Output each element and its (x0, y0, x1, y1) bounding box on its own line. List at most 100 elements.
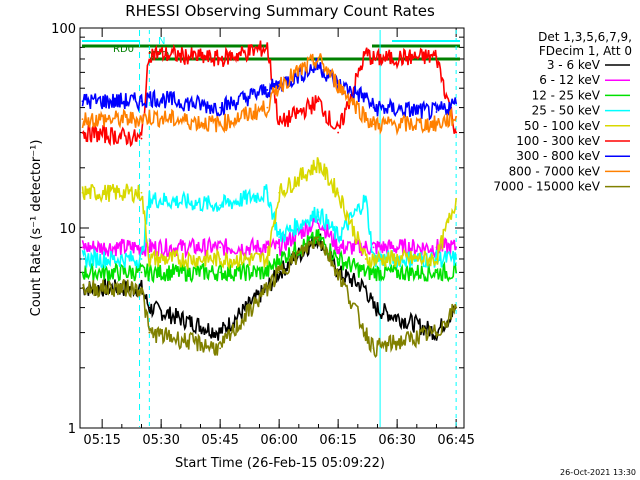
x-axis-label: Start Time (26-Feb-15 05:09:22) (175, 456, 385, 471)
data-point (81, 100, 84, 103)
data-point (455, 306, 458, 309)
legend-entry-label: 12 - 25 keV (532, 88, 601, 102)
data-point (317, 162, 320, 165)
x-tick-label: 05:15 (83, 433, 120, 448)
data-point (278, 191, 281, 194)
timestamp-label: 26-Oct-2021 13:30 (560, 468, 636, 477)
data-point (140, 271, 143, 274)
data-point (372, 306, 375, 309)
data-point (148, 306, 151, 309)
legend-entry-label: 3 - 6 keV (547, 58, 601, 72)
x-tick-label: 05:45 (201, 433, 238, 448)
data-point (364, 258, 367, 260)
data-point (148, 258, 151, 260)
data-point (337, 83, 340, 86)
legend: Det 1,3,5,6,7,9,FDecim 1, Att 03 - 6 keV… (493, 30, 632, 194)
legend-entry-label: 100 - 300 keV (516, 134, 600, 148)
data-point (372, 58, 375, 60)
data-point (278, 83, 281, 86)
legend-entry-label: 6 - 12 keV (539, 73, 601, 87)
data-point (455, 271, 458, 274)
series-7 (81, 53, 458, 136)
data-point (337, 246, 340, 249)
flag-label-n: N (158, 36, 165, 47)
data-point (337, 271, 340, 274)
data-point (81, 131, 84, 134)
data-point (148, 96, 151, 99)
data-point (372, 271, 375, 274)
data-point (148, 115, 151, 118)
data-point (435, 246, 438, 249)
data-point (317, 100, 320, 103)
data-point (148, 331, 151, 334)
data-point (266, 46, 269, 49)
data-point (372, 347, 375, 350)
data-point (266, 287, 269, 290)
series-5 (81, 40, 458, 148)
data-point (278, 123, 281, 126)
data-point (364, 197, 367, 200)
data-point (372, 123, 375, 126)
data-point (317, 58, 320, 60)
series-line (81, 233, 457, 342)
data-point (81, 271, 84, 274)
data-point (81, 287, 84, 290)
data-point (317, 64, 320, 67)
data-point (278, 258, 281, 260)
series-layer (81, 40, 458, 358)
series-line (82, 236, 457, 358)
series-line (81, 229, 457, 284)
data-point (317, 211, 320, 214)
data-point (266, 89, 269, 91)
data-point (81, 246, 84, 249)
data-point (364, 287, 367, 290)
legend-entry-label: 25 - 50 keV (532, 104, 601, 118)
data-point (219, 271, 222, 274)
data-point (148, 52, 151, 54)
data-point (278, 271, 281, 274)
data-point (219, 58, 222, 60)
data-point (81, 191, 84, 194)
x-axis: 05:15 05:30 05:45 06:00 06:15 06:30 06:45 (83, 28, 475, 448)
data-point (266, 106, 269, 109)
flag-label-npd: NPD (148, 50, 170, 61)
data-point (364, 271, 367, 274)
data-point (140, 258, 143, 260)
data-point (435, 55, 438, 58)
chart-title: RHESSI Observing Summary Count Rates (125, 2, 435, 20)
data-point (455, 197, 458, 200)
y-axis: 1 10 100 (51, 22, 464, 437)
data-point (81, 258, 84, 260)
data-point (372, 106, 375, 109)
data-point (219, 258, 222, 260)
data-point (337, 131, 340, 134)
data-point (337, 236, 340, 239)
data-point (317, 236, 320, 239)
series-line (81, 53, 457, 136)
data-point (364, 331, 367, 334)
data-point (148, 197, 151, 200)
data-point (140, 100, 143, 103)
x-tick-label: 05:30 (142, 433, 179, 448)
x-tick-label: 06:30 (378, 433, 415, 448)
x-tick-label: 06:00 (260, 433, 297, 448)
data-point (337, 258, 340, 260)
data-point (364, 52, 367, 54)
series-line (81, 57, 457, 121)
data-point (140, 118, 143, 121)
flag-lines: RD0 N NPD (82, 30, 460, 427)
data-point (278, 246, 281, 249)
legend-entry-label: 300 - 800 keV (516, 149, 600, 163)
series-line (81, 157, 457, 271)
data-point (435, 111, 438, 113)
data-point (219, 331, 222, 334)
data-point (455, 258, 458, 260)
data-point (140, 287, 143, 290)
data-point (364, 246, 367, 249)
data-point (435, 258, 438, 260)
data-point (266, 258, 269, 260)
flag-label-rd0: RD0 (113, 44, 134, 55)
legend-entry-label: 7000 - 15000 keV (493, 180, 600, 194)
data-point (140, 137, 143, 140)
series-8 (81, 236, 458, 358)
